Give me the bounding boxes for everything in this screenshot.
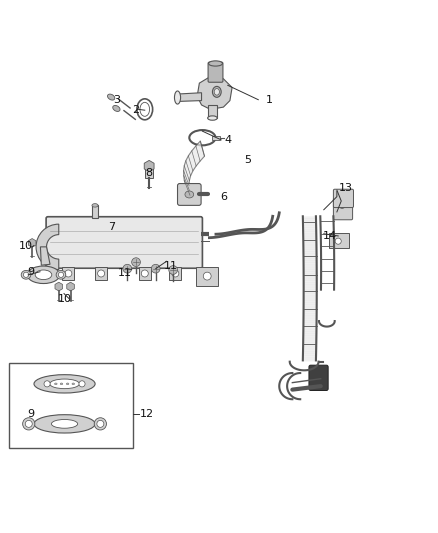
Circle shape xyxy=(25,421,32,427)
FancyBboxPatch shape xyxy=(309,365,328,391)
Text: 12: 12 xyxy=(140,409,154,418)
Text: 1: 1 xyxy=(266,95,273,104)
FancyBboxPatch shape xyxy=(208,62,223,82)
Text: 10: 10 xyxy=(19,240,33,251)
Text: 5: 5 xyxy=(244,155,251,165)
Ellipse shape xyxy=(72,383,74,385)
Bar xyxy=(169,266,181,280)
Ellipse shape xyxy=(208,116,217,120)
Text: 3: 3 xyxy=(113,95,120,104)
Text: 8: 8 xyxy=(145,168,153,177)
Ellipse shape xyxy=(49,379,79,389)
Ellipse shape xyxy=(54,383,57,385)
Text: 14: 14 xyxy=(323,231,337,241)
Circle shape xyxy=(169,265,177,274)
Polygon shape xyxy=(40,247,50,265)
Circle shape xyxy=(98,270,105,277)
Text: 4: 4 xyxy=(224,135,231,145)
Bar xyxy=(9,362,133,448)
Ellipse shape xyxy=(27,266,60,284)
Ellipse shape xyxy=(51,419,78,428)
Circle shape xyxy=(65,270,72,277)
Bar xyxy=(329,233,349,248)
Bar xyxy=(95,266,107,280)
Ellipse shape xyxy=(92,204,98,207)
Text: 9: 9 xyxy=(27,266,34,277)
Polygon shape xyxy=(184,141,205,195)
Bar xyxy=(145,166,153,179)
Ellipse shape xyxy=(212,86,221,98)
FancyBboxPatch shape xyxy=(46,217,202,268)
Polygon shape xyxy=(92,205,98,219)
Circle shape xyxy=(79,381,85,387)
Bar xyxy=(196,266,218,286)
Text: 13: 13 xyxy=(339,183,353,193)
Ellipse shape xyxy=(185,191,194,198)
Bar xyxy=(212,135,220,140)
Ellipse shape xyxy=(56,270,66,279)
Circle shape xyxy=(23,272,28,277)
Circle shape xyxy=(132,258,141,266)
Polygon shape xyxy=(177,93,201,101)
Circle shape xyxy=(151,264,160,273)
Ellipse shape xyxy=(21,270,31,279)
Text: 11: 11 xyxy=(164,261,178,271)
Ellipse shape xyxy=(60,383,63,385)
FancyBboxPatch shape xyxy=(177,183,201,205)
Wedge shape xyxy=(36,224,59,270)
FancyBboxPatch shape xyxy=(333,198,353,220)
Circle shape xyxy=(339,203,345,208)
Bar xyxy=(139,266,151,280)
Polygon shape xyxy=(208,105,217,118)
Ellipse shape xyxy=(35,270,52,280)
Circle shape xyxy=(335,238,341,244)
Text: 6: 6 xyxy=(220,192,227,201)
Ellipse shape xyxy=(174,91,180,104)
Ellipse shape xyxy=(23,418,35,430)
Text: 10: 10 xyxy=(58,294,72,304)
Ellipse shape xyxy=(208,61,223,66)
Circle shape xyxy=(123,264,132,273)
Circle shape xyxy=(44,381,50,387)
Polygon shape xyxy=(197,77,232,109)
FancyBboxPatch shape xyxy=(333,189,353,207)
Ellipse shape xyxy=(107,94,115,100)
Bar xyxy=(62,266,74,280)
Ellipse shape xyxy=(214,88,219,95)
Ellipse shape xyxy=(66,383,69,385)
Circle shape xyxy=(172,270,179,277)
Text: 2: 2 xyxy=(132,105,140,115)
Text: 7: 7 xyxy=(109,222,116,232)
Text: 9: 9 xyxy=(28,409,35,418)
Ellipse shape xyxy=(94,418,106,430)
Circle shape xyxy=(58,272,64,277)
Circle shape xyxy=(141,270,148,277)
Ellipse shape xyxy=(34,415,95,433)
Circle shape xyxy=(97,421,104,427)
Ellipse shape xyxy=(34,375,95,393)
Text: 11: 11 xyxy=(118,268,132,278)
Circle shape xyxy=(203,272,211,280)
Ellipse shape xyxy=(113,106,120,111)
